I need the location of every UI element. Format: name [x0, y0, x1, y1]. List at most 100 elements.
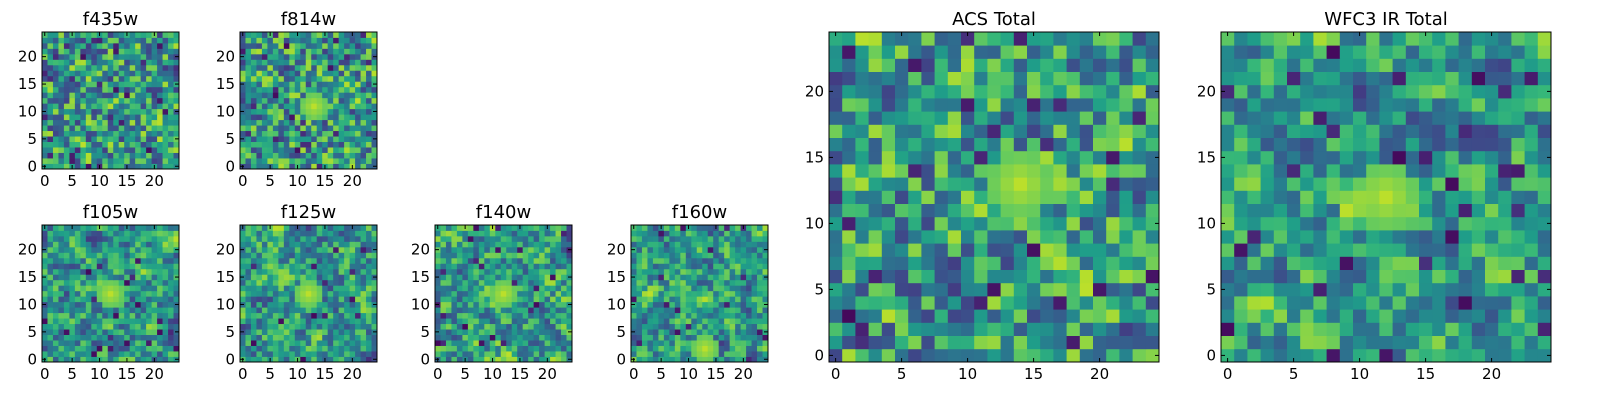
heatmap-cell — [355, 340, 361, 346]
heatmap-cell — [517, 230, 524, 237]
heatmap-cell — [355, 70, 361, 77]
heatmap-cell — [162, 246, 169, 253]
heatmap-cell — [669, 318, 676, 325]
heatmap-cell — [322, 307, 329, 314]
heatmap-cell — [533, 241, 540, 248]
heatmap-cell — [1093, 269, 1107, 284]
heatmap-cell — [762, 225, 769, 231]
heatmap-cell — [735, 340, 741, 346]
heatmap-cell — [272, 225, 279, 231]
y-tick-label: 5 — [616, 323, 626, 341]
heatmap-cell — [300, 241, 307, 248]
heatmap-cell — [52, 274, 59, 281]
heatmap-cell — [718, 334, 725, 341]
heatmap-cell — [146, 312, 152, 319]
heatmap-cell — [360, 59, 367, 66]
heatmap-cell — [1379, 216, 1393, 231]
heatmap-cell — [107, 37, 114, 44]
heatmap-cell — [550, 252, 556, 259]
heatmap-cell — [261, 351, 268, 357]
heatmap-cell — [294, 92, 301, 99]
heatmap-cell — [702, 356, 709, 363]
heatmap-cell — [124, 301, 131, 308]
heatmap-cell — [47, 323, 54, 330]
heatmap-cell — [289, 351, 296, 357]
heatmap-cell — [338, 114, 345, 121]
heatmap-cell — [245, 230, 252, 237]
heatmap-cell — [735, 329, 741, 335]
heatmap-cell — [250, 75, 257, 82]
heatmap-cell — [740, 257, 747, 264]
heatmap-cell — [456, 252, 463, 259]
heatmap-cell — [157, 356, 163, 363]
heatmap-cell — [680, 290, 687, 297]
heatmap-cell — [1000, 216, 1015, 231]
heatmap-cell — [349, 130, 356, 137]
heatmap-cell — [473, 323, 480, 330]
heatmap-cell — [261, 230, 268, 237]
heatmap-cell — [641, 312, 648, 319]
heatmap-cell — [240, 70, 246, 77]
heatmap-cell — [1537, 282, 1552, 297]
heatmap-cell — [322, 53, 329, 60]
heatmap-cell — [333, 92, 340, 99]
heatmap-cell — [921, 335, 935, 350]
heatmap-cell — [1053, 111, 1067, 125]
heatmap-cell — [1353, 243, 1367, 257]
heatmap-cell — [135, 268, 142, 275]
heatmap-cell — [641, 340, 648, 346]
heatmap-cell — [278, 290, 285, 297]
heatmap-cell — [1313, 269, 1327, 284]
heatmap-cell — [338, 152, 345, 159]
heatmap-cell — [1119, 111, 1133, 125]
heatmap-cell — [1353, 164, 1367, 178]
heatmap-cell — [250, 257, 257, 264]
heatmap-cell — [256, 312, 263, 319]
heatmap-cell — [85, 125, 92, 132]
heatmap-cell — [129, 257, 136, 264]
heatmap-cell — [283, 125, 290, 132]
heatmap-cell — [118, 318, 125, 325]
heatmap-cell — [305, 92, 312, 99]
heatmap-cell — [1458, 177, 1473, 191]
heatmap-cell — [96, 235, 103, 242]
heatmap-cell — [1405, 216, 1420, 231]
heatmap-cell — [908, 177, 922, 191]
heatmap-cell — [124, 230, 131, 237]
heatmap-cell — [173, 32, 180, 38]
heatmap-cell — [256, 70, 263, 77]
heatmap-cell — [445, 312, 452, 319]
heatmap-cell — [1405, 230, 1420, 244]
heatmap-cell — [366, 70, 372, 77]
heatmap-cell — [338, 163, 345, 170]
heatmap-cell — [124, 97, 131, 104]
heatmap-cell — [272, 70, 279, 77]
heatmap-cell — [355, 285, 361, 292]
heatmap-cell — [707, 268, 714, 275]
heatmap-cell — [908, 282, 922, 297]
heatmap-cell — [151, 235, 158, 242]
heatmap-cell — [294, 158, 301, 164]
heatmap-cell — [278, 356, 285, 363]
heatmap-cell — [278, 296, 285, 303]
heatmap-cell — [344, 86, 350, 93]
heatmap-cell — [85, 296, 92, 303]
heatmap-cell — [322, 323, 329, 330]
heatmap-cell — [278, 75, 285, 82]
heatmap-cell — [533, 246, 540, 253]
heatmap-cell — [855, 58, 869, 72]
heatmap-cell — [1106, 150, 1120, 165]
heatmap-cell — [641, 307, 648, 314]
heatmap-cell — [974, 124, 988, 138]
heatmap-cell — [1119, 32, 1133, 46]
heatmap-cell — [113, 268, 120, 275]
heatmap-cell — [669, 312, 676, 319]
heatmap-cell — [1458, 230, 1473, 244]
heatmap-cell — [69, 37, 76, 44]
heatmap-cell — [349, 257, 356, 264]
heatmap-cell — [685, 312, 692, 319]
heatmap-cell — [1013, 177, 1028, 191]
heatmap-cell — [1260, 177, 1275, 191]
heatmap-cell — [1066, 150, 1081, 165]
